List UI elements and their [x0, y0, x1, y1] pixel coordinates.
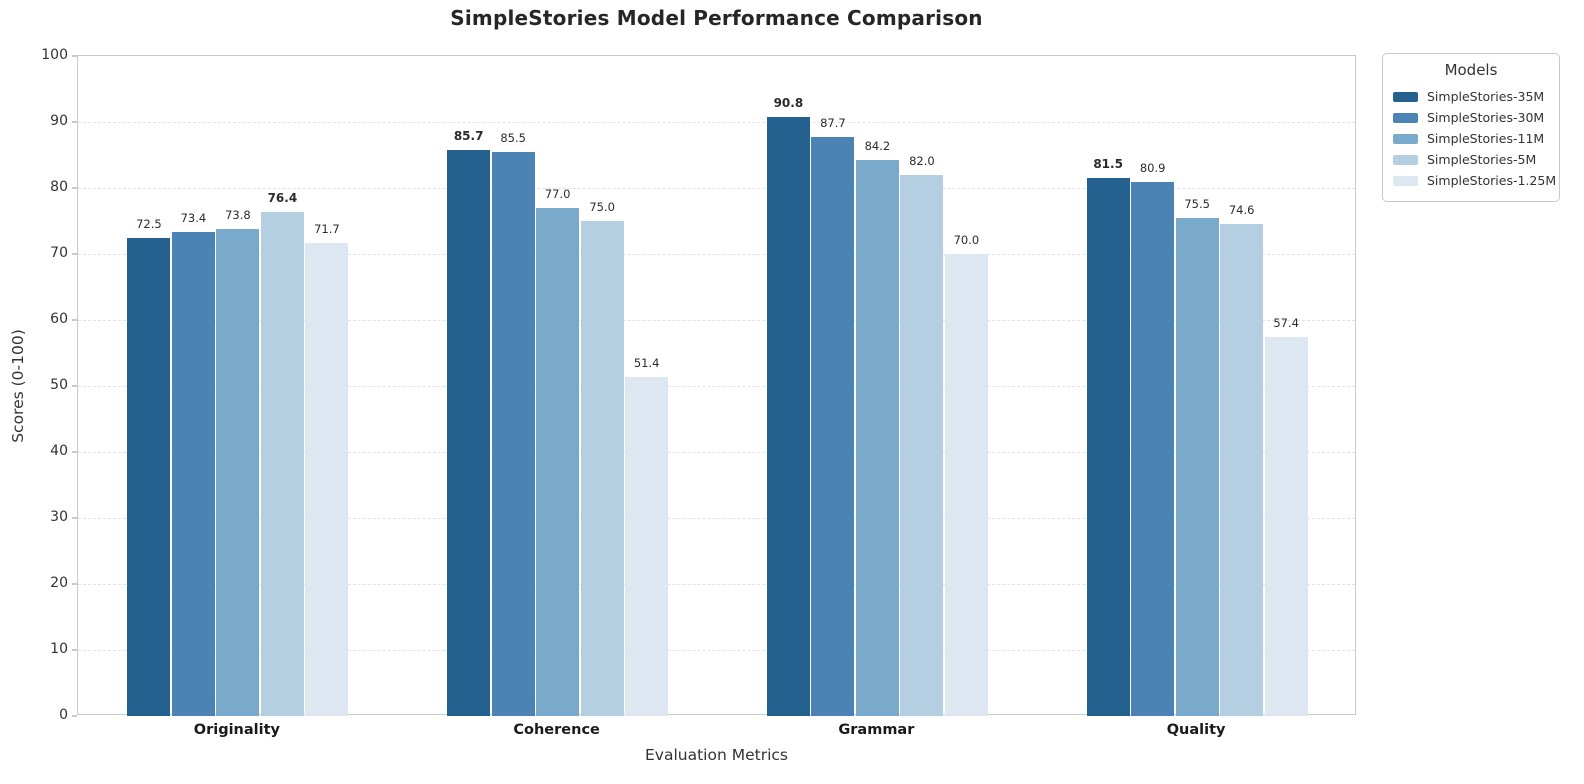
x-tick-label-grammar: Grammar [838, 722, 915, 738]
bar-SimpleStories-30M-Grammar [811, 137, 855, 716]
bar-value-label: 75.5 [1184, 196, 1210, 211]
gridline-y-90 [78, 122, 1355, 123]
legend-row-SimpleStories-35M: SimpleStories-35M [1393, 86, 1549, 107]
bar-value-label: 85.5 [500, 130, 526, 145]
y-tick-label-30: 30 [50, 509, 68, 525]
x-tick-label-coherence: Coherence [513, 722, 600, 738]
legend-row-SimpleStories-30M: SimpleStories-30M [1393, 107, 1549, 128]
legend-label: SimpleStories-5M [1427, 152, 1537, 167]
legend-swatch [1393, 154, 1418, 165]
legend-swatch [1393, 133, 1418, 144]
bar-value-label: 82.0 [909, 153, 935, 168]
y-tick-label-70: 70 [50, 245, 68, 261]
legend: Models SimpleStories-35M SimpleStories-30… [1382, 53, 1560, 202]
bar-value-label: 73.8 [225, 207, 251, 222]
bar-value-label: 84.2 [864, 139, 891, 154]
y-tick-mark [72, 715, 77, 717]
legend-row-SimpleStories-11M: SimpleStories-11M [1393, 128, 1549, 149]
bar-SimpleStories-30M-Originality [171, 231, 215, 716]
gridline-y-40 [78, 452, 1355, 453]
bar-value-label: 57.4 [1273, 316, 1299, 331]
bar-SimpleStories-1.25M-Coherence [625, 376, 669, 716]
bar-SimpleStories-11M-Coherence [536, 207, 580, 716]
x-axis-label: Evaluation Metrics [645, 746, 788, 764]
bar-value-label: 75.0 [589, 200, 615, 214]
legend-label: SimpleStories-30M [1427, 110, 1545, 125]
y-tick-label-80: 80 [50, 179, 68, 195]
bar-value-label: 81.5 [1093, 157, 1123, 172]
bar-SimpleStories-11M-Originality [216, 228, 260, 716]
x-tick-label-quality: Quality [1166, 722, 1226, 738]
bar-value-label: 76.4 [267, 190, 298, 205]
gridline-y-60 [78, 320, 1355, 321]
y-tick-mark [72, 517, 77, 519]
legend-swatch [1393, 112, 1418, 123]
legend-row-SimpleStories-5M: SimpleStories-5M [1393, 149, 1549, 170]
bar-SimpleStories-5M-Originality [260, 211, 304, 716]
bar-value-label: 74.6 [1228, 202, 1255, 217]
y-tick-label-50: 50 [50, 377, 68, 393]
bar-value-label: 51.4 [633, 355, 660, 370]
bar-SimpleStories-11M-Grammar [855, 160, 899, 716]
y-tick-label-20: 20 [50, 575, 68, 591]
bar-SimpleStories-35M-Coherence [447, 150, 491, 716]
y-tick-label-60: 60 [50, 311, 68, 327]
legend-swatch [1393, 91, 1418, 102]
bar-SimpleStories-35M-Originality [127, 237, 171, 716]
legend-label: SimpleStories-35M [1427, 89, 1545, 104]
gridline-y-10 [78, 650, 1355, 651]
gridline-y-80 [78, 188, 1355, 189]
gridline-y-50 [78, 386, 1355, 387]
bar-value-label: 71.7 [314, 221, 340, 236]
legend-label: SimpleStories-1.25M [1427, 173, 1557, 188]
y-tick-mark [72, 121, 77, 123]
bar-value-label: 77.0 [544, 186, 571, 201]
gridline-y-20 [78, 584, 1355, 585]
legend-title: Models [1444, 61, 1498, 79]
bar-value-label: 90.8 [773, 95, 804, 110]
y-tick-mark [72, 649, 77, 651]
bar-value-label: 73.4 [180, 210, 207, 225]
y-tick-mark [72, 451, 77, 453]
legend-row-SimpleStories-1.25M: SimpleStories-1.25M [1393, 170, 1556, 191]
y-tick-mark [72, 187, 77, 189]
bar-SimpleStories-5M-Coherence [580, 221, 624, 716]
y-tick-label-40: 40 [50, 443, 68, 459]
y-tick-mark [72, 55, 77, 57]
bar-SimpleStories-1.25M-Originality [305, 242, 349, 716]
gridline-y-70 [78, 254, 1355, 255]
bar-value-label: 85.7 [453, 129, 484, 144]
y-tick-mark [72, 385, 77, 387]
bar-SimpleStories-30M-Coherence [491, 151, 535, 716]
x-tick-label-originality: Originality [193, 722, 280, 738]
gridline-y-30 [78, 518, 1355, 519]
y-tick-mark [72, 253, 77, 255]
y-tick-label-0: 0 [59, 707, 68, 723]
bar-value-label: 80.9 [1139, 161, 1166, 176]
bar-SimpleStories-11M-Quality [1175, 217, 1219, 716]
legend-swatch [1393, 175, 1418, 186]
bar-SimpleStories-1.25M-Quality [1264, 337, 1308, 716]
chart-title: SimpleStories Model Performance Comparis… [450, 6, 983, 30]
bar-value-label: 87.7 [820, 116, 846, 131]
y-tick-mark [72, 319, 77, 321]
legend-items: SimpleStories-35M SimpleStories-30M Simple… [1393, 86, 1556, 191]
bar-SimpleStories-5M-Grammar [900, 174, 944, 716]
y-tick-label-100: 100 [41, 47, 68, 63]
bar-SimpleStories-5M-Quality [1220, 223, 1264, 716]
y-tick-label-10: 10 [50, 641, 68, 657]
bar-SimpleStories-35M-Grammar [766, 116, 810, 716]
bar-value-label: 70.0 [953, 233, 980, 247]
bar-SimpleStories-1.25M-Grammar [944, 254, 988, 716]
plot-area: 72.5 73.4 73.8 76.4 71.7 85.7 85.5 77.0 75.0 51.4… [77, 55, 1356, 716]
bar-SimpleStories-30M-Quality [1131, 182, 1175, 716]
bar-SimpleStories-35M-Quality [1086, 178, 1130, 716]
y-tick-mark [72, 583, 77, 585]
legend-label: SimpleStories-11M [1427, 131, 1545, 146]
bar-value-label: 72.5 [136, 216, 162, 231]
y-tick-label-90: 90 [50, 113, 68, 129]
